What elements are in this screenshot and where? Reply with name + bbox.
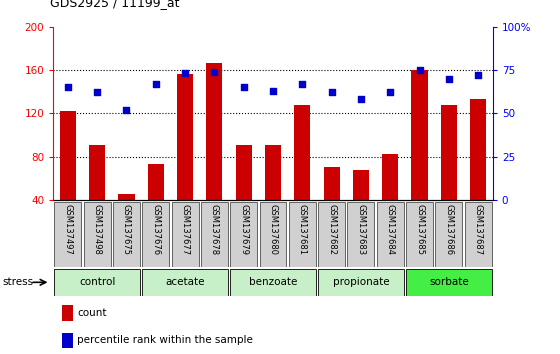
Text: GSM137680: GSM137680	[268, 204, 278, 255]
Point	[445, 76, 454, 81]
Bar	[294, 104, 310, 200]
FancyBboxPatch shape	[289, 202, 316, 267]
Text: benzoate: benzoate	[249, 277, 297, 287]
Text: percentile rank within the sample: percentile rank within the sample	[77, 335, 253, 345]
Text: propionate: propionate	[333, 277, 389, 287]
FancyBboxPatch shape	[406, 269, 492, 296]
FancyBboxPatch shape	[406, 202, 433, 267]
Text: acetate: acetate	[165, 277, 205, 287]
FancyBboxPatch shape	[230, 202, 257, 267]
FancyBboxPatch shape	[54, 269, 140, 296]
Point	[122, 107, 131, 113]
Text: GSM137684: GSM137684	[386, 204, 395, 255]
FancyBboxPatch shape	[142, 269, 228, 296]
Bar	[177, 74, 193, 200]
Text: GSM137678: GSM137678	[210, 204, 219, 255]
FancyBboxPatch shape	[171, 202, 199, 267]
FancyBboxPatch shape	[142, 202, 169, 267]
Point	[386, 90, 395, 95]
Text: GSM137685: GSM137685	[415, 204, 424, 255]
FancyBboxPatch shape	[113, 202, 140, 267]
Point	[180, 70, 189, 76]
Text: stress: stress	[3, 277, 34, 287]
FancyBboxPatch shape	[230, 269, 316, 296]
Point	[474, 72, 483, 78]
Text: GSM137686: GSM137686	[444, 204, 454, 255]
Bar	[265, 145, 281, 200]
Text: GDS2925 / 11199_at: GDS2925 / 11199_at	[50, 0, 180, 9]
Point	[239, 84, 248, 90]
FancyBboxPatch shape	[435, 202, 463, 267]
Bar	[441, 104, 457, 200]
Bar	[470, 99, 486, 200]
Bar	[118, 194, 134, 200]
Text: GSM137681: GSM137681	[298, 204, 307, 255]
Text: GSM137683: GSM137683	[356, 204, 366, 255]
Text: GSM137687: GSM137687	[474, 204, 483, 255]
FancyBboxPatch shape	[318, 202, 345, 267]
Bar	[353, 170, 369, 200]
Bar	[206, 63, 222, 200]
FancyBboxPatch shape	[259, 202, 287, 267]
FancyBboxPatch shape	[347, 202, 375, 267]
Bar	[236, 145, 252, 200]
Text: GSM137676: GSM137676	[151, 204, 160, 255]
Text: control: control	[79, 277, 115, 287]
Text: GSM137675: GSM137675	[122, 204, 131, 255]
FancyBboxPatch shape	[83, 202, 111, 267]
Point	[210, 69, 219, 74]
Point	[327, 90, 336, 95]
FancyBboxPatch shape	[465, 202, 492, 267]
Bar	[60, 111, 76, 200]
Bar	[148, 164, 164, 200]
Point	[356, 97, 365, 102]
Bar	[412, 70, 428, 200]
Point	[415, 67, 424, 73]
Point	[93, 90, 102, 95]
Point	[269, 88, 278, 93]
FancyBboxPatch shape	[377, 202, 404, 267]
Text: GSM137498: GSM137498	[92, 204, 102, 255]
Text: GSM137497: GSM137497	[63, 204, 72, 255]
Bar	[382, 154, 398, 200]
Text: GSM137677: GSM137677	[180, 204, 190, 255]
Text: count: count	[77, 308, 107, 318]
Bar	[62, 305, 73, 320]
Point	[298, 81, 307, 87]
FancyBboxPatch shape	[54, 202, 81, 267]
Point	[151, 81, 160, 87]
Point	[63, 84, 72, 90]
Text: GSM137682: GSM137682	[327, 204, 336, 255]
FancyBboxPatch shape	[318, 269, 404, 296]
Text: GSM137679: GSM137679	[239, 204, 248, 255]
FancyBboxPatch shape	[201, 202, 228, 267]
Text: sorbate: sorbate	[429, 277, 469, 287]
Bar	[62, 333, 73, 348]
Bar	[89, 145, 105, 200]
Bar	[324, 167, 340, 200]
